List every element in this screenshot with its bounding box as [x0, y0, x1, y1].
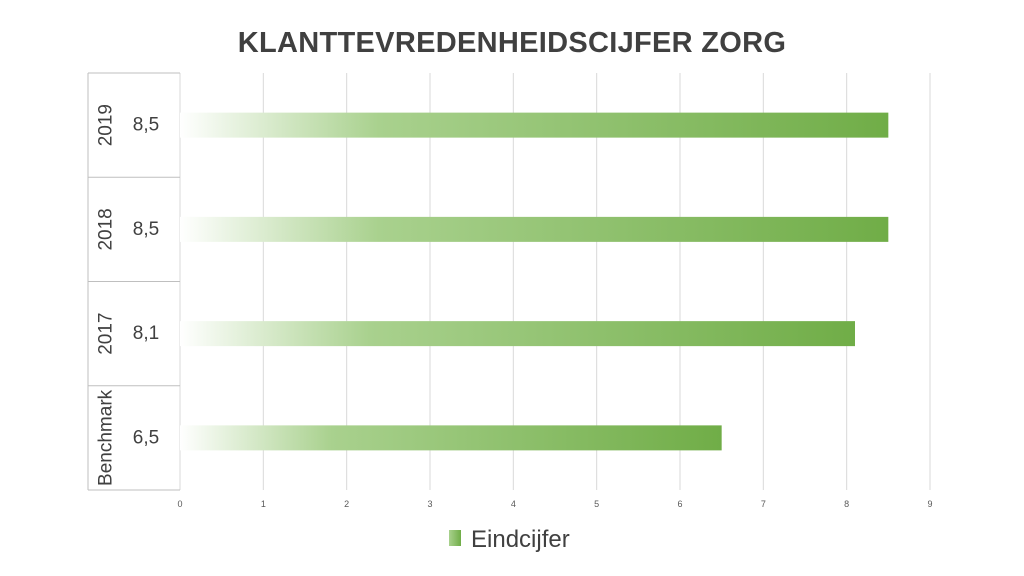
- bar-2017: [180, 321, 855, 347]
- x-tick-label-5: 5: [594, 499, 599, 509]
- category-labels: Benchmark 6,5 2017 8,1 2018 8,5 2019 8,5: [96, 104, 160, 486]
- x-axis-ticks: 0 1 2 3 4 5 6 7 8 9: [177, 499, 932, 509]
- value-label-2019: 8,5: [133, 115, 159, 136]
- legend-label-eindcijfer: Eindcijfer: [471, 526, 570, 553]
- category-label-2018: 2018: [96, 208, 117, 250]
- category-axis-frame: [87, 72, 180, 491]
- legend-swatch: [449, 530, 461, 546]
- x-tick-label-9: 9: [927, 499, 932, 509]
- value-label-2018: 8,5: [133, 219, 159, 240]
- x-tick-label-4: 4: [511, 499, 516, 509]
- x-tick-label-6: 6: [677, 499, 682, 509]
- x-tick-label-1: 1: [261, 499, 266, 509]
- legend: Eindcijfer: [449, 526, 570, 553]
- x-tick-label-8: 8: [844, 499, 849, 509]
- x-tick-label-3: 3: [427, 499, 432, 509]
- value-label-2017: 8,1: [133, 323, 159, 344]
- category-label-2017: 2017: [96, 312, 117, 354]
- value-label-benchmark: 6,5: [133, 427, 159, 448]
- chart-title: KLANTTEVREDENHEIDSCIJFER ZORG: [238, 27, 786, 59]
- bars: [180, 112, 889, 451]
- gridlines: [179, 73, 931, 490]
- x-tick-label-2: 2: [344, 499, 349, 509]
- bar-2018: [180, 216, 889, 242]
- x-tick-label-0: 0: [177, 499, 182, 509]
- bar-benchmark: [180, 425, 722, 451]
- category-label-benchmark: Benchmark: [96, 389, 117, 486]
- x-tick-label-7: 7: [761, 499, 766, 509]
- category-label-2019: 2019: [96, 104, 117, 146]
- bar-2019: [180, 112, 889, 138]
